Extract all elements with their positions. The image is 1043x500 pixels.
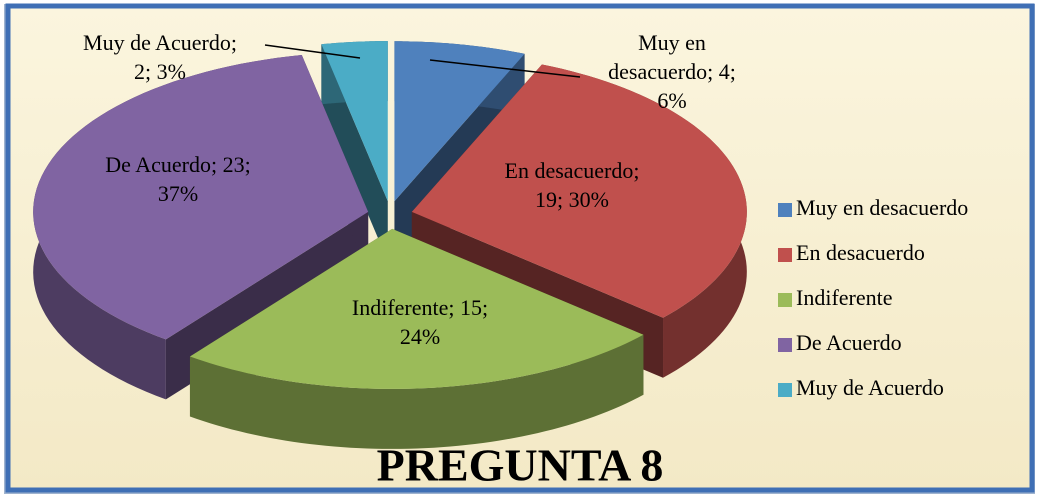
data-label-line: 2; 3% <box>134 59 186 84</box>
data-label-line: 19; 30% <box>535 187 609 212</box>
legend-swatch <box>778 203 792 217</box>
data-label-line: Muy en <box>638 30 706 55</box>
slice-top <box>33 55 369 340</box>
legend-swatch <box>778 383 792 397</box>
slice-top <box>411 64 747 318</box>
data-labels: Muy en desacuerdo; 4; 6% En desacuerdo; 19; … <box>83 30 736 349</box>
legend-swatch <box>778 293 792 307</box>
data-label-line: desacuerdo; 4; <box>608 59 736 84</box>
legend-label: De Acuerdo <box>796 330 902 355</box>
legend-label: Muy de Acuerdo <box>796 375 944 400</box>
slice-top <box>189 228 644 389</box>
legend-swatch <box>778 248 792 262</box>
slice <box>321 41 388 262</box>
data-label-line: En desacuerdo; <box>505 158 640 183</box>
data-label-line: Muy de Acuerdo; <box>83 30 237 55</box>
data-label-line: 6% <box>657 88 686 113</box>
slice <box>189 228 644 449</box>
slice-top <box>321 41 388 202</box>
legend-swatch <box>778 338 792 352</box>
data-label-line: 37% <box>158 181 198 206</box>
legend-label: Indiferente <box>796 285 893 310</box>
leader-line <box>429 59 581 78</box>
data-label-line: 24% <box>400 324 440 349</box>
legend-label: En desacuerdo <box>796 240 925 265</box>
slice-wall <box>189 334 644 449</box>
data-label: Indiferente; 15; 24% <box>352 295 488 349</box>
pie <box>33 41 747 449</box>
data-label: Muy en desacuerdo; 4; 6% <box>608 30 736 113</box>
slice-top <box>394 41 525 202</box>
chart-title: PREGUNTA 8 <box>377 440 664 491</box>
data-label-line: Indiferente; 15; <box>352 295 488 320</box>
data-label: Muy de Acuerdo; 2; 3% <box>83 30 237 84</box>
leader-line <box>264 44 361 59</box>
legend-label: Muy en desacuerdo <box>796 195 968 220</box>
data-label-line: De Acuerdo; 23; <box>105 152 250 177</box>
data-label: En desacuerdo; 19; 30% <box>505 158 640 212</box>
legend: Muy en desacuerdo En desacuerdo Indiferent… <box>778 195 968 400</box>
data-label: De Acuerdo; 23; 37% <box>105 152 250 206</box>
